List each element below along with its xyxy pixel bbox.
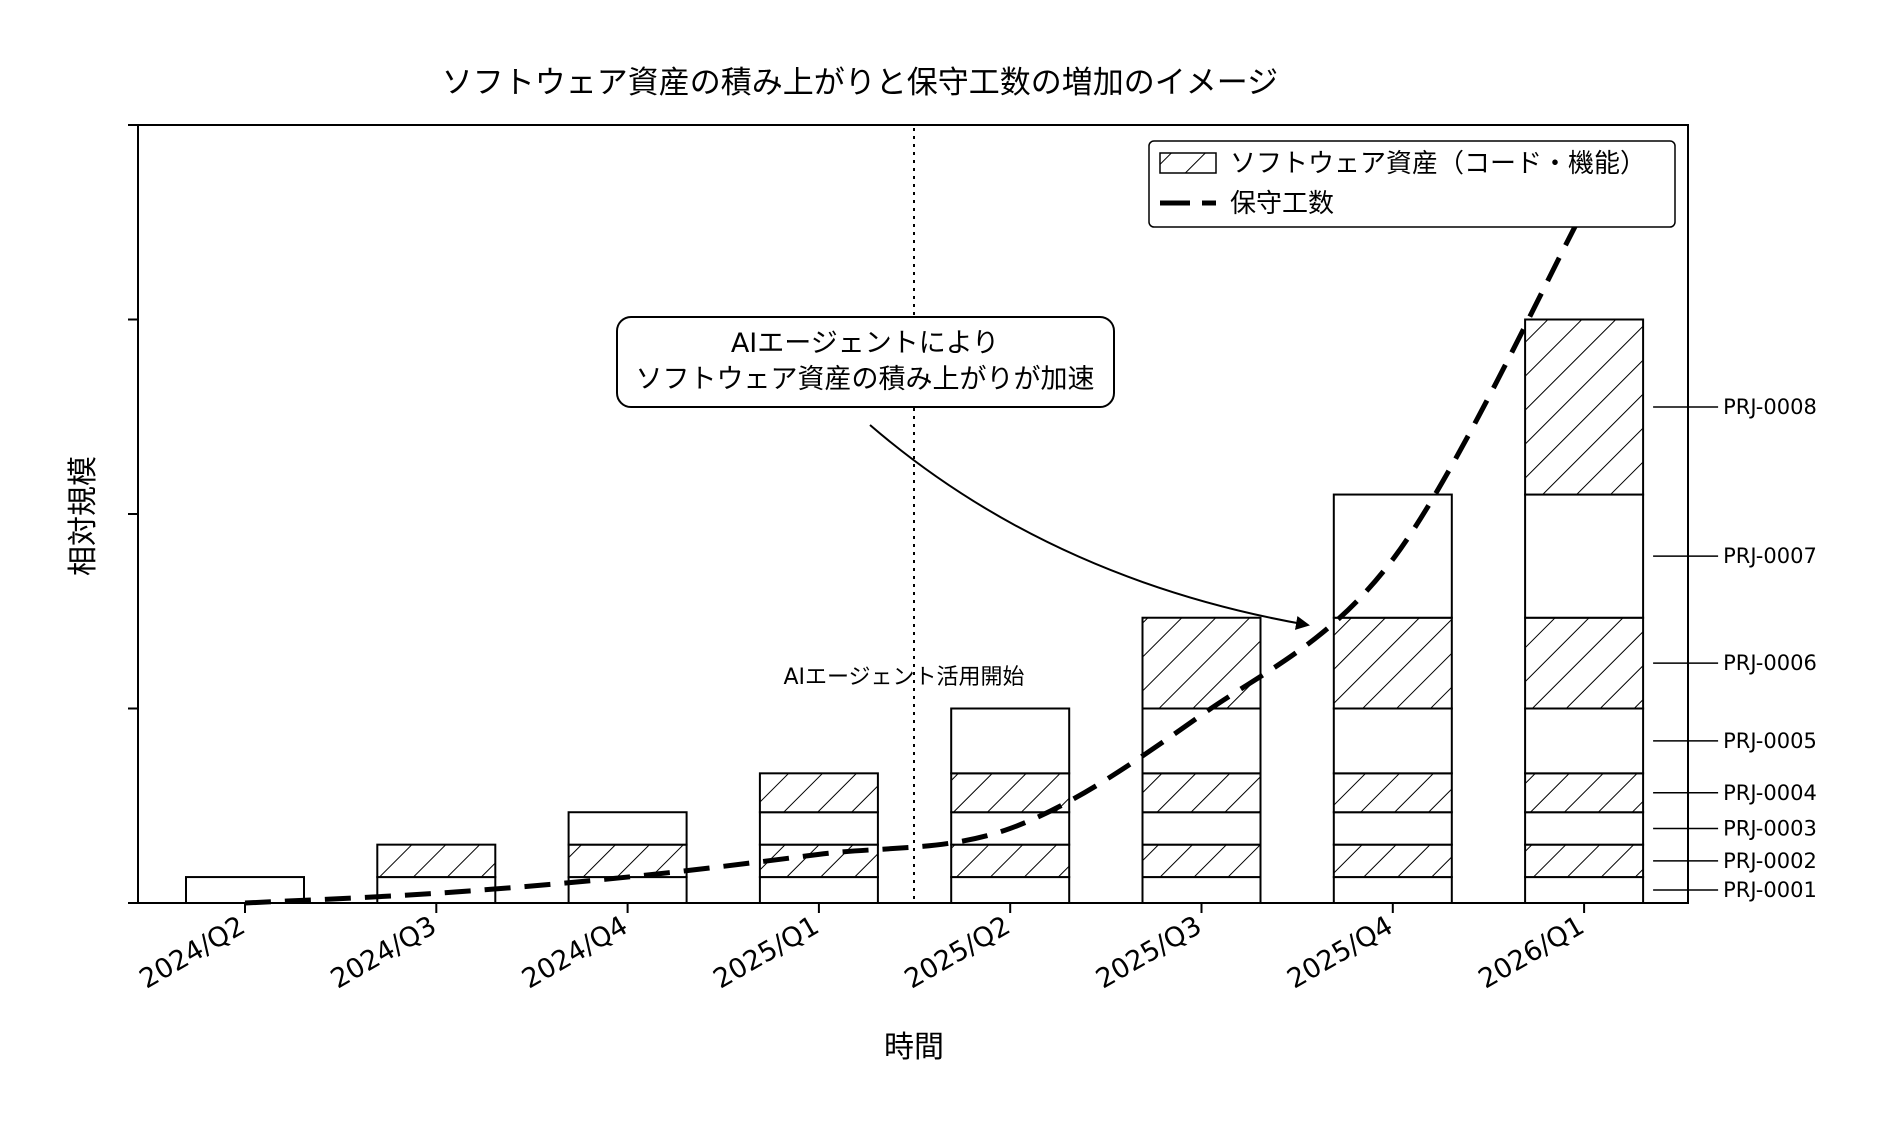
bar-segment-prj-0001-2025-q4 xyxy=(1332,876,1453,904)
project-label: PRJ-0007 xyxy=(1723,544,1817,568)
bar-segment-prj-0001-2026-q1 xyxy=(1524,876,1645,904)
bar-segment-prj-0003-2026-q1 xyxy=(1524,811,1645,846)
y-ticks-group xyxy=(128,124,138,904)
bar-segment-prj-0001-2024-q3 xyxy=(376,876,497,904)
project-label: PRJ-0002 xyxy=(1723,849,1817,873)
bar-segment-prj-0006-2026-q1 xyxy=(1524,616,1645,710)
bar-segment-prj-0003-2024-q4 xyxy=(567,811,688,846)
x-tick-label: 2025/Q2 xyxy=(900,910,1016,995)
legend-label-assets: ソフトウェア資産（コード・機能） xyxy=(1230,149,1646,179)
bar-segment-prj-0002-2025-q4 xyxy=(1332,843,1453,879)
x-tick-label: 2024/Q2 xyxy=(134,910,250,995)
x-tick-label: 2025/Q1 xyxy=(708,910,824,995)
bar-segment-prj-0001-2025-q3 xyxy=(1141,876,1262,904)
callout-line-1: AIエージェントにより xyxy=(731,328,999,359)
project-label: PRJ-0001 xyxy=(1723,878,1817,902)
bar-segment-prj-0004-2025-q2 xyxy=(950,772,1071,814)
legend-label-maintenance: 保守工数 xyxy=(1230,189,1334,219)
project-label: PRJ-0006 xyxy=(1723,651,1817,675)
project-label: PRJ-0003 xyxy=(1723,816,1817,840)
bar-segment-prj-0003-2025-q4 xyxy=(1332,811,1453,846)
legend-box xyxy=(1148,140,1676,228)
project-labels-group: PRJ-0001 PRJ-0002 PRJ-0003 PRJ-0004 PRJ-0005… xyxy=(1653,395,1817,902)
bar-segment-prj-0008-2026-q1 xyxy=(1524,318,1645,496)
bar-segment-prj-0005-2025-q2 xyxy=(950,707,1071,775)
callout-box xyxy=(616,316,1115,408)
legend: ソフトウェア資産（コード・機能） 保守工数 xyxy=(1148,140,1676,228)
callout-arrow xyxy=(869,424,1310,630)
callout-line-2: ソフトウェア資産の積み上がりが加速 xyxy=(636,364,1095,395)
x-tick-label: 2024/Q4 xyxy=(517,910,633,995)
x-tick-label: 2025/Q3 xyxy=(1091,910,1207,995)
bar-segment-prj-0003-2025-q1 xyxy=(758,811,879,846)
ai-start-label: AIエージェント活用開始 xyxy=(783,665,1024,690)
project-label: PRJ-0005 xyxy=(1723,729,1817,753)
legend-swatch-assets xyxy=(1159,152,1217,174)
bar-segment-prj-0002-2025-q2 xyxy=(950,843,1071,879)
bar-segment-prj-0007-2026-q1 xyxy=(1524,493,1645,619)
x-tick-label: 2025/Q4 xyxy=(1282,910,1398,995)
bar-segment-prj-0004-2025-q3 xyxy=(1141,772,1262,814)
bar-segment-prj-0003-2025-q3 xyxy=(1141,811,1262,846)
bar-segment-prj-0005-2025-q4 xyxy=(1332,707,1453,775)
bar-segment-prj-0004-2026-q1 xyxy=(1524,772,1645,814)
bars-group xyxy=(185,318,1645,904)
bar-segment-prj-0004-2025-q4 xyxy=(1332,772,1453,814)
bar-segment-prj-0002-2025-q3 xyxy=(1141,843,1262,879)
bar-segment-prj-0006-2025-q4 xyxy=(1332,616,1453,710)
chart-title: ソフトウェア資産の積み上がりと保守工数の増加のイメージ xyxy=(442,65,1278,101)
bar-segment-prj-0005-2026-q1 xyxy=(1524,707,1645,775)
bar-segment-prj-0002-2024-q3 xyxy=(376,843,497,879)
bar-segment-prj-0002-2026-q1 xyxy=(1524,843,1645,879)
x-tick-label: 2024/Q3 xyxy=(326,910,442,995)
project-label: PRJ-0008 xyxy=(1723,395,1817,419)
y-axis-label: 相対規模 xyxy=(66,456,101,576)
bar-segment-prj-0004-2025-q1 xyxy=(758,772,879,814)
plot-frame xyxy=(137,124,1689,904)
bar-segment-prj-0001-2025-q1 xyxy=(758,876,879,904)
project-label: PRJ-0004 xyxy=(1723,781,1817,805)
x-axis-label: 時間 xyxy=(884,1030,944,1065)
x-ticks-group: 2024/Q2 2024/Q3 2024/Q4 2025/Q1 2025/Q2 2025/… xyxy=(134,903,1590,995)
maintenance-line xyxy=(244,208,1587,906)
bar-segment-prj-0001-2025-q2 xyxy=(950,876,1071,904)
bar-segment-prj-0006-2025-q3 xyxy=(1141,616,1262,710)
x-tick-label: 2026/Q1 xyxy=(1473,910,1589,995)
